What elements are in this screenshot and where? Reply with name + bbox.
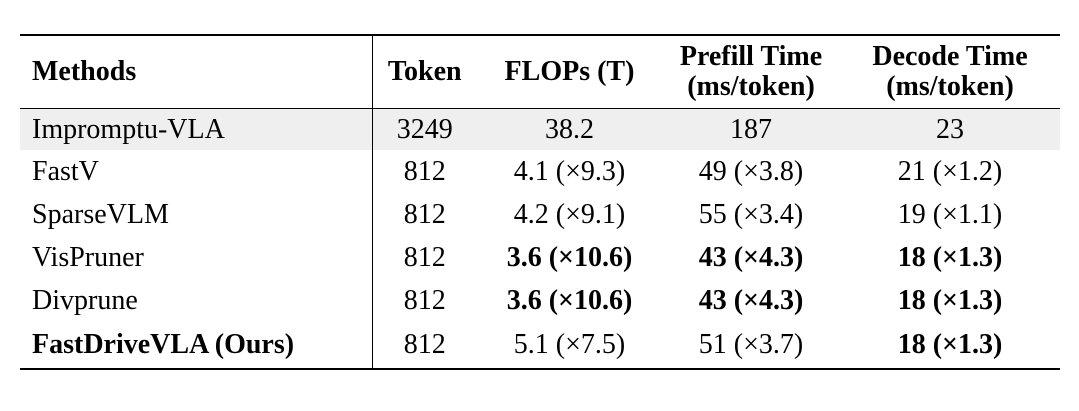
- header-text: Decode Time: [872, 41, 1028, 72]
- header-row: Methods Token FLOPs (T) Prefill Time (ms/tok…: [20, 35, 1060, 109]
- header-cell: FLOPs (T): [477, 35, 662, 109]
- table-body: Impromptu-VLA 3249 38.2 187 23 FastV 812 4.1 (×…: [20, 108, 1060, 369]
- value-cell: 49 (×3.8): [698, 155, 804, 187]
- value-cell: 18 (×1.3): [897, 284, 1003, 316]
- header-text: Methods: [32, 56, 137, 87]
- value-cell: 43 (×4.3): [698, 284, 804, 316]
- header-cell: Decode Time (ms/token): [840, 35, 1060, 109]
- value-cell: 51 (×3.7): [698, 329, 804, 360]
- header-cell: Prefill Time (ms/token): [662, 35, 840, 109]
- value-cell: 812: [403, 198, 446, 230]
- value-cell: 4.1 (×9.3): [513, 155, 626, 187]
- table-row: VisPruner 812 3.6 (×10.6) 43 (×4.3) 18 (×1.3…: [20, 236, 1060, 279]
- table-row: SparseVLM 812 4.2 (×9.1) 55 (×3.4) 19 (×1.1): [20, 193, 1060, 236]
- header-cell: Token: [372, 35, 477, 109]
- value-cell: 812: [403, 284, 446, 316]
- value-cell: 812: [403, 155, 446, 187]
- value-cell: 4.2 (×9.1): [513, 198, 626, 230]
- header-text: Token: [387, 56, 462, 87]
- header-text: Prefill Time: [679, 41, 823, 72]
- table-row: FastDriveVLA (Ours) 812 5.1 (×7.5) 51 (×3.7…: [20, 322, 1060, 369]
- value-cell: 812: [403, 329, 446, 360]
- table-header: Methods Token FLOPs (T) Prefill Time (ms/tok…: [20, 35, 1060, 109]
- value-cell: 19 (×1.1): [897, 198, 1003, 230]
- method-cell: SparseVLM: [20, 193, 373, 236]
- table-row: Divprune 812 3.6 (×10.6) 43 (×4.3) 18 (×1.3): [20, 279, 1060, 322]
- header-text: FLOPs (T): [504, 56, 635, 87]
- value-cell: 5.1 (×7.5): [513, 329, 626, 360]
- value-cell: 38.2: [477, 108, 662, 150]
- value-cell: 43 (×4.3): [698, 241, 804, 273]
- table-row: FastV 812 4.1 (×9.3) 49 (×3.8) 21 (×1.2): [20, 150, 1060, 193]
- value-cell: 812: [403, 241, 446, 273]
- table-row: Impromptu-VLA 3249 38.2 187 23: [20, 108, 1060, 150]
- value-cell: 187: [662, 108, 840, 150]
- method-cell: Divprune: [20, 279, 373, 322]
- header-text: (ms/token): [886, 71, 1014, 102]
- value-cell: 23: [840, 108, 1060, 150]
- results-table: Methods Token FLOPs (T) Prefill Time (ms/tok…: [20, 34, 1060, 370]
- value-cell: 21 (×1.2): [897, 155, 1003, 187]
- value-cell: 3249: [372, 108, 477, 150]
- value-cell: 55 (×3.4): [698, 198, 804, 230]
- value-cell: 3.6 (×10.6): [506, 241, 633, 273]
- value-cell: 3.6 (×10.6): [506, 284, 633, 316]
- method-cell: FastV: [20, 150, 373, 193]
- header-cell: Methods: [20, 35, 373, 109]
- value-cell: 18 (×1.3): [897, 329, 1003, 360]
- value-cell: 18 (×1.3): [897, 241, 1003, 273]
- method-cell: FastDriveVLA (Ours): [20, 322, 373, 369]
- method-cell: Impromptu-VLA: [20, 108, 373, 150]
- method-cell: VisPruner: [20, 236, 373, 279]
- header-text: (ms/token): [687, 71, 815, 102]
